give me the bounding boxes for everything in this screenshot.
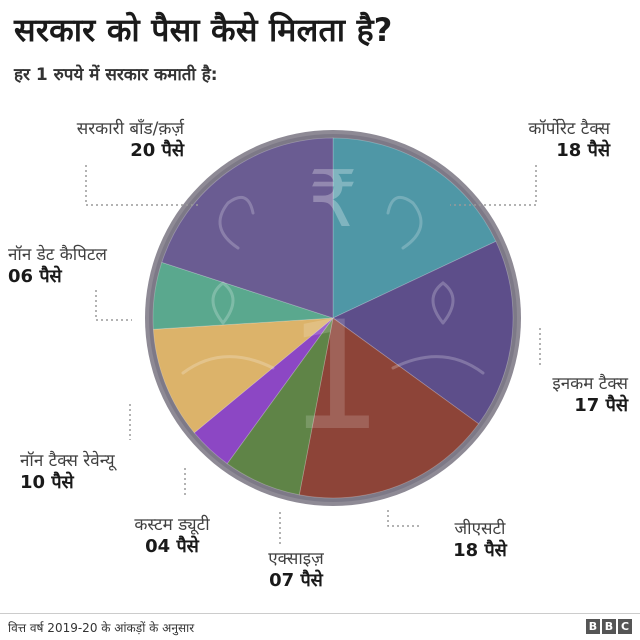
slice-label-corporate-tax: कॉर्पोरेट टैक्स 18 पैसे — [528, 118, 610, 162]
pie-slice — [332, 137, 497, 319]
slice-name: कॉर्पोरेट टैक्स — [528, 119, 610, 139]
pie-slice — [193, 317, 334, 465]
leader-line — [85, 165, 200, 206]
slice-name: नॉन टैक्स रेवेन्यू — [20, 451, 115, 471]
slice-name: एक्साइज़ — [268, 549, 324, 569]
pie-slice — [152, 261, 334, 330]
slice-label-gst: जीएसटी 18 पैसे — [420, 518, 540, 562]
slice-value: 06 पैसे — [8, 266, 62, 287]
source-note: वित्त वर्ष 2019-20 के आंकड़ों के अनुसार — [8, 621, 195, 635]
slice-label-non-tax-revenue: नॉन टैक्स रेवेन्यू 10 पैसे — [20, 450, 115, 494]
chart-title: सरकार को पैसा कैसे मिलता है? — [14, 11, 393, 49]
slice-value: 18 पैसे — [453, 540, 507, 561]
logo-letter: B — [586, 619, 600, 634]
slice-label-income-tax: इनकम टैक्स 17 पैसे — [552, 373, 628, 417]
slice-label-bonds: सरकारी बॉंड/क़र्ज़ 20 पैसे — [77, 118, 184, 162]
leader-line — [450, 165, 537, 206]
chart-subtitle: हर 1 रुपये में सरकार कमाती है: — [14, 65, 218, 85]
slice-label-excise: एक्साइज़ 07 पैसे — [236, 548, 356, 592]
leader-line — [387, 510, 420, 527]
pie-slice — [152, 317, 335, 434]
slice-value: 20 पैसे — [130, 140, 184, 161]
pie-slice — [226, 317, 334, 496]
slice-label-non-debt-capital: नॉन डेट कैपिटल 06 पैसे — [8, 244, 107, 288]
slice-label-customs-duty: कस्टम ड्यूटी 04 पैसे — [102, 514, 242, 558]
slice-value: 07 पैसे — [269, 570, 323, 591]
slice-name: नॉन डेट कैपिटल — [8, 245, 107, 265]
slice-name: सरकारी बॉंड/क़र्ज़ — [76, 119, 184, 139]
petal-motif — [431, 281, 455, 325]
slice-value: 04 पैसे — [145, 536, 199, 557]
logo-letter: B — [602, 619, 616, 634]
leaf-motif — [181, 355, 275, 375]
pie-slice — [161, 137, 334, 319]
slice-value: 10 पैसे — [20, 472, 74, 493]
rupee-symbol-icon: ₹ — [308, 155, 358, 245]
slice-value: 17 पैसे — [574, 395, 628, 416]
logo-letter: C — [618, 619, 632, 634]
petal-motif — [211, 281, 235, 325]
slice-name: कस्टम ड्यूटी — [134, 515, 210, 535]
slice-name: जीएसटी — [454, 519, 506, 539]
lotus-motif — [386, 195, 423, 250]
leader-line — [95, 290, 132, 321]
bbc-logo: B B C — [586, 619, 632, 634]
coin-emboss — [181, 195, 485, 375]
coin-numeral: 1 — [287, 290, 382, 464]
pie-slice — [332, 240, 514, 425]
lotus-motif — [218, 195, 255, 250]
slice-name: इनकम टैक्स — [552, 374, 628, 394]
pie-slice — [298, 317, 480, 499]
slice-value: 18 पैसे — [556, 140, 610, 161]
leaf-motif — [391, 355, 485, 375]
footer-divider — [0, 613, 640, 614]
